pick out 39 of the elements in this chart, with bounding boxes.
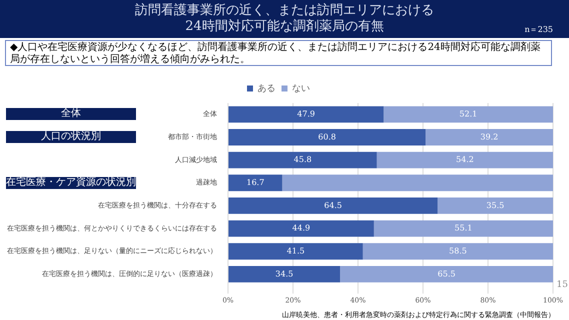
- data-label: 55.1: [454, 224, 472, 233]
- bar: [374, 220, 553, 237]
- data-label: 47.9: [297, 109, 315, 118]
- bar: [362, 243, 553, 260]
- text: 15: [556, 280, 568, 290]
- text: n＝235: [524, 24, 553, 35]
- data-label: 45.8: [294, 155, 312, 164]
- data-label: 52.1: [459, 109, 478, 118]
- bar: [340, 266, 553, 282]
- bar: [228, 243, 363, 260]
- bar: [228, 174, 282, 192]
- data-label: 64.5: [324, 200, 342, 210]
- data-label: 34.5: [275, 269, 294, 278]
- bar: [426, 129, 553, 146]
- bar: [228, 152, 377, 168]
- chart-subtitle: ◆人口や在宅医療資源が少なくなるほど、訪問看護事業所の近く、または訪問エリアにおける24時間対応可能な調剤薬局が存在しないという回答が増える傾向がみられた。: [5, 40, 552, 66]
- data-label: 39.2: [480, 132, 498, 142]
- bar: [228, 220, 374, 237]
- bar: [228, 197, 438, 214]
- data-label: 54.2: [456, 155, 474, 164]
- bar: [228, 266, 340, 282]
- data-label: 65.5: [438, 269, 456, 278]
- bar: [376, 152, 553, 168]
- bar: [228, 129, 426, 146]
- data-label: 44.9: [292, 224, 310, 233]
- data-label: 35.5: [486, 200, 504, 210]
- text: 人口の状況別: [6, 131, 136, 144]
- bar: [438, 197, 553, 214]
- data-label: 16.7: [246, 178, 264, 187]
- text: 在宅医療・ケア資源の状況別: [6, 176, 136, 189]
- legend-label: ある: [258, 84, 276, 94]
- bar: [282, 174, 553, 192]
- bar: [384, 106, 553, 123]
- data-label: 58.5: [449, 246, 467, 256]
- data-label: 41.5: [286, 246, 305, 256]
- data-label: 60.8: [318, 132, 336, 142]
- legend-label: ない: [292, 84, 310, 94]
- chart-title: 訪問看護事業所の近く、または訪問エリアにおける 24時間対応可能な調剤薬局の有無: [135, 3, 434, 34]
- bar: [228, 106, 384, 123]
